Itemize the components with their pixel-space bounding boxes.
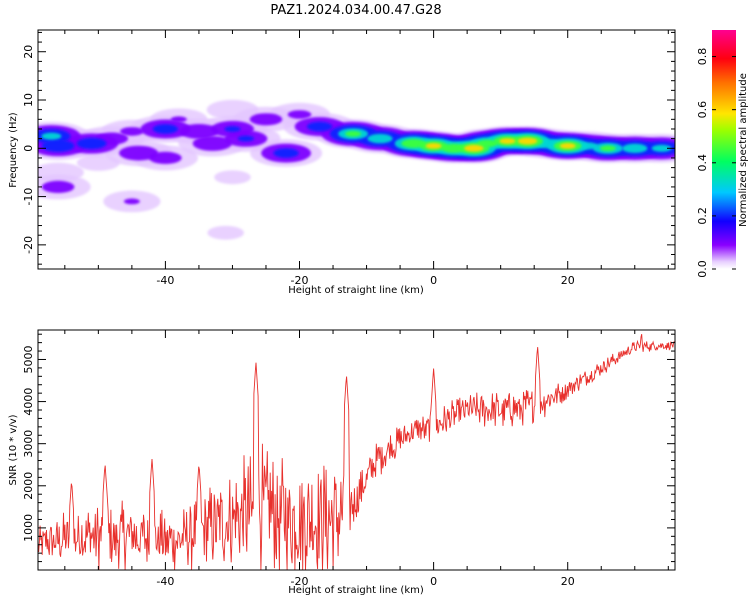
spectrogram-heatmap <box>38 99 675 240</box>
heatmap-blob <box>120 127 144 136</box>
colorbar-tick-label: 0.8 <box>696 48 709 66</box>
snr-y-axis-label: SNR (10 * v/v) <box>8 414 19 485</box>
snr-ticks: -40 -20 0 20 1000 2000 3000 4000 5000 <box>22 330 675 588</box>
snr-panel: -40 -20 0 20 1000 2000 3000 4000 5000 Height of … <box>8 329 676 596</box>
heatmap-blob <box>401 139 426 148</box>
y-tick-label: -10 <box>22 188 35 206</box>
heatmap-blob <box>76 137 107 150</box>
heatmap-blob <box>152 124 178 134</box>
heatmap-blob <box>224 126 241 132</box>
x-tick-label: 20 <box>561 575 575 588</box>
y-tick-label: 3000 <box>22 430 35 458</box>
x-tick-label: 20 <box>561 274 575 287</box>
heatmap-blob <box>559 143 576 149</box>
x-tick-label: -20 <box>291 575 309 588</box>
y-tick-label: -20 <box>22 236 35 254</box>
heatmap-blob <box>345 130 362 137</box>
y-tick-label: 20 <box>22 45 35 59</box>
y-tick-label: 5000 <box>22 345 35 373</box>
heatmap-blob <box>273 148 299 158</box>
heatmap-blob <box>206 99 259 120</box>
heatmap-blob <box>119 145 159 161</box>
spectrogram-ticks: -40 -20 0 20 -20 -10 0 10 20 <box>22 30 675 287</box>
heatmap-blob <box>207 225 244 240</box>
y-tick-label: 10 <box>22 93 35 107</box>
x-tick-label: -20 <box>291 274 309 287</box>
heatmap-blob <box>76 154 120 171</box>
heatmap-blob <box>577 142 598 150</box>
heatmap-blob <box>477 139 498 148</box>
colorbar-gradient <box>712 30 736 269</box>
heatmap-blob <box>149 151 182 164</box>
y-tick-label: 1000 <box>22 514 35 542</box>
heatmap-blob <box>367 133 393 144</box>
colorbar: 0.0 0.2 0.4 0.6 0.8 Normalized spectral ampl… <box>696 30 749 278</box>
heatmap-blob <box>517 137 538 145</box>
figure-title: PAZ1.2024.034.00.47.G28 <box>270 3 441 18</box>
heatmap-blob <box>599 145 616 152</box>
heatmap-blob <box>41 180 75 193</box>
heatmap-blob <box>249 113 283 126</box>
colorbar-label: Normalized spectral amplitude <box>738 73 749 227</box>
y-tick-label: 2000 <box>22 472 35 500</box>
heatmap-blob <box>38 162 84 183</box>
heatmap-blob <box>214 170 251 185</box>
snr-series-line <box>38 333 675 570</box>
colorbar-tick-label: 0.0 <box>696 260 709 278</box>
colorbar-tick-label: 0.2 <box>696 207 709 225</box>
x-tick-label: -40 <box>156 575 174 588</box>
spectrogram-x-axis-label: Height of straight line (km) <box>288 285 424 296</box>
colorbar-ticks: 0.0 0.2 0.4 0.6 0.8 <box>696 48 736 278</box>
spectrogram-frame <box>37 29 676 270</box>
spectrogram-panel: -40 -20 0 20 -20 -10 0 10 20 Height of straight … <box>8 29 676 296</box>
heatmap-blob <box>651 144 672 152</box>
heatmap-blob <box>170 116 187 123</box>
heatmap-blob <box>123 198 140 205</box>
heatmap-blob <box>192 136 232 151</box>
x-tick-label: 0 <box>430 274 437 287</box>
y-tick-label: 0 <box>22 145 35 152</box>
x-tick-label: 0 <box>430 575 437 588</box>
heatmap-blob <box>179 123 219 139</box>
heatmap-blob <box>622 143 648 153</box>
y-tick-label: 4000 <box>22 388 35 416</box>
colorbar-tick-label: 0.6 <box>696 101 709 119</box>
snr-frame <box>37 329 676 571</box>
snr-x-axis-label: Height of straight line (km) <box>288 585 424 596</box>
heatmap-blob <box>287 110 312 119</box>
heatmap-blob <box>41 132 62 140</box>
spectrogram-y-axis-label: Frequency (Hz) <box>8 112 19 188</box>
heatmap-blob <box>237 135 254 142</box>
heatmap-blob <box>425 143 442 149</box>
heatmap-blob <box>41 139 75 152</box>
colorbar-tick-label: 0.4 <box>696 154 709 172</box>
heatmap-blob <box>499 138 516 145</box>
x-tick-label: -40 <box>156 274 174 287</box>
heatmap-blob <box>307 121 333 132</box>
heatmap-blob <box>464 144 484 152</box>
